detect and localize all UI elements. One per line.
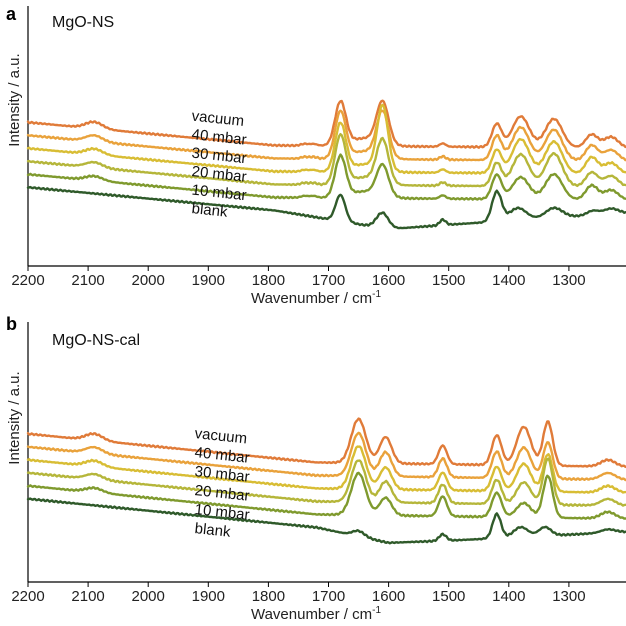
panel-a-x-tick-label: 1900 bbox=[192, 272, 225, 289]
panel-a-x-tick-label: 1400 bbox=[492, 272, 525, 289]
panel-a-series-label: blank bbox=[191, 200, 229, 221]
panel-a-ylabel: Intensity / a.u. bbox=[6, 53, 23, 146]
panel-b-series-label: blank bbox=[194, 520, 232, 541]
panel-b-ylabel: Intensity / a.u. bbox=[6, 371, 23, 464]
panel-b-x-tick-label: 2000 bbox=[132, 588, 165, 605]
panel-b-x-tick-label: 1800 bbox=[252, 588, 285, 605]
panel-a-x-tick-label: 1600 bbox=[372, 272, 405, 289]
panel-b-series-label: 10 mbar bbox=[194, 501, 251, 524]
panel-b-traces bbox=[26, 417, 626, 545]
panel-b-letter: b bbox=[6, 314, 17, 334]
panel-a-series-10-mbar bbox=[26, 153, 626, 201]
panel-a-xlabel: Wavenumber / cm-1 bbox=[251, 289, 381, 307]
panel-b-x-tick-label: 1700 bbox=[312, 588, 345, 605]
panel-b-series-label: vacuum bbox=[194, 425, 248, 447]
panel-b-series-30-mbar bbox=[26, 445, 626, 494]
panel-a-series-label: 30 mbar bbox=[191, 145, 248, 168]
panel-b-series-40-mbar bbox=[26, 431, 626, 482]
panel-a-x-tick-label: 1800 bbox=[252, 272, 285, 289]
panel-a-x-tick-label: 2200 bbox=[11, 272, 44, 289]
panel-a: a MgO-NS Intensity / a.u. 2200 2100 2000 19… bbox=[6, 4, 626, 307]
panel-a-series-vacuum bbox=[26, 99, 626, 149]
panel-b-series-label: 20 mbar bbox=[194, 482, 251, 505]
panel-a-x-tick-label: 1300 bbox=[552, 272, 585, 289]
panel-b-series-10-mbar bbox=[26, 471, 626, 520]
panel-a-traces bbox=[26, 99, 626, 230]
panel-a-series-label: vacuum bbox=[191, 108, 245, 130]
panel-a-x-tick-label: 2100 bbox=[71, 272, 104, 289]
panel-b-x-tick-label: 2100 bbox=[71, 588, 104, 605]
panel-b-x-tick-label: 2200 bbox=[11, 588, 44, 605]
panel-b-series-blank bbox=[26, 497, 626, 545]
panel-b-title: MgO-NS-cal bbox=[52, 332, 140, 349]
panel-a-series-40-mbar bbox=[26, 109, 626, 162]
panel-b-x-ticks: 2200 2100 2000 1900 1800 1700 1600 1500 1400 1300 bbox=[11, 582, 586, 605]
panel-b-series-label: 30 mbar bbox=[194, 463, 251, 486]
panel-b-series-label: 40 mbar bbox=[194, 444, 251, 467]
panel-a-title: MgO-NS bbox=[52, 14, 114, 31]
panel-a-letter: a bbox=[6, 4, 17, 24]
panel-b-x-tick-label: 1900 bbox=[192, 588, 225, 605]
panel-b-series-20-mbar bbox=[26, 457, 626, 507]
panel-a-series-30-mbar bbox=[26, 103, 626, 175]
panel-a-series-label: 10 mbar bbox=[191, 182, 248, 205]
panel-a-series-blank bbox=[26, 185, 626, 230]
panel-b-xlabel-text: Wavenumber / cm bbox=[251, 606, 372, 623]
panel-b-x-tick-label: 1600 bbox=[372, 588, 405, 605]
panel-a-xlabel-text: Wavenumber / cm bbox=[251, 290, 372, 307]
panel-b-x-tick-label: 1300 bbox=[552, 588, 585, 605]
panel-b: b MgO-NS-cal Intensity / a.u. 2200 2100 20… bbox=[6, 314, 626, 623]
panel-b-x-tick-label: 1400 bbox=[492, 588, 525, 605]
panel-a-series-label: 20 mbar bbox=[191, 163, 248, 186]
panel-a-x-ticks: 2200 2100 2000 1900 1800 1700 1600 1500 1400 1300 bbox=[11, 266, 586, 289]
panel-a-x-tick-label: 1700 bbox=[312, 272, 345, 289]
panel-b-x-tick-label: 1500 bbox=[432, 588, 465, 605]
panel-a-series-20-mbar bbox=[26, 132, 626, 188]
panel-a-x-tick-label: 1500 bbox=[432, 272, 465, 289]
panel-b-series-vacuum bbox=[26, 417, 626, 468]
panel-b-xlabel: Wavenumber / cm-1 bbox=[251, 605, 381, 623]
panel-a-x-tick-label: 2000 bbox=[132, 272, 165, 289]
panel-b-xlabel-superscript: -1 bbox=[372, 605, 381, 616]
panel-a-series-label: 40 mbar bbox=[191, 126, 248, 149]
panel-a-xlabel-superscript: -1 bbox=[372, 289, 381, 300]
